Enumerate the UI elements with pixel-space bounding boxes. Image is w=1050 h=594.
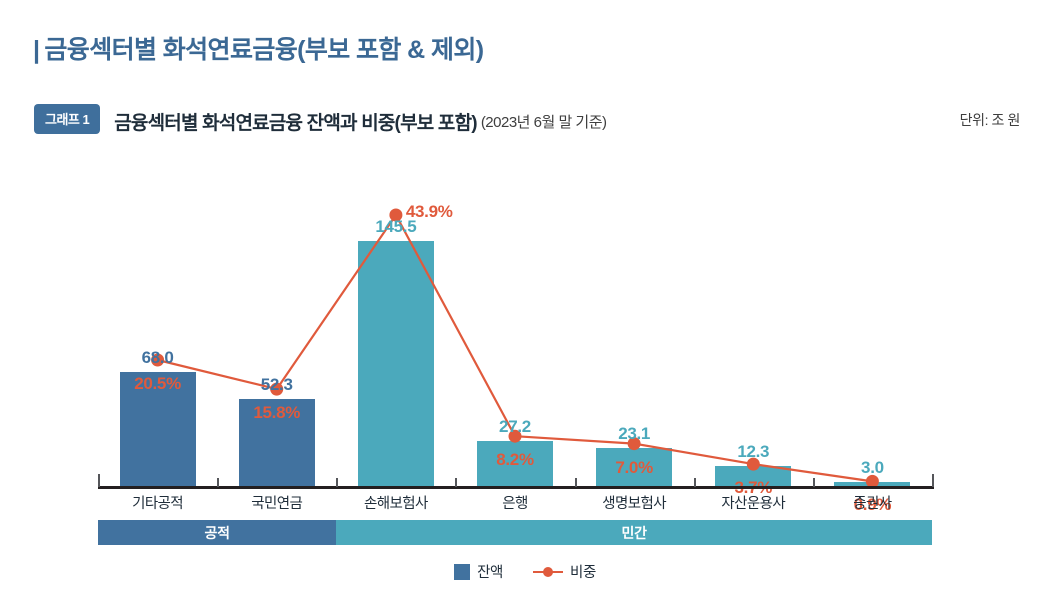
share-value-label: 7.0% — [615, 457, 653, 477]
chart-title-note: (2023년 6월 말 기준) — [480, 113, 607, 131]
axis-tick — [455, 478, 458, 487]
bar-value-label: 68.0 — [141, 348, 174, 368]
share-value-label: 43.9% — [405, 202, 453, 221]
axis-tick — [932, 474, 934, 487]
category-label-국민연금: 국민연금 — [251, 496, 303, 512]
bar-기타공적 — [119, 372, 196, 487]
axis-tick — [98, 474, 100, 487]
axis-tick — [217, 478, 220, 487]
axis-tick — [693, 478, 696, 487]
share-value-label: 0.9% — [853, 495, 892, 515]
share-marker — [627, 437, 641, 451]
chart-title: 금융섹터별 화석연료금융 잔액과 비중(부보 포함) — [114, 112, 477, 134]
axis-tick — [574, 478, 577, 487]
share-marker — [389, 208, 403, 222]
bar-국민연금 — [238, 398, 315, 487]
bar-자산운용사 — [715, 466, 792, 487]
share-line-markers — [151, 208, 879, 488]
legend-label: 잔액 — [477, 565, 503, 581]
page-title: | 금융섹터별 화석연료금융(부보 포함 & 제외) — [33, 30, 484, 66]
share-marker — [270, 382, 284, 396]
category-label-생명보험사: 생명보험사 — [602, 496, 666, 512]
page-title-text: 금융섹터별 화석연료금융(부보 포함 & 제외) — [44, 36, 484, 64]
legend-item-잔액: 잔액 — [454, 561, 503, 582]
title-bar-mark: | — [33, 36, 40, 64]
share-marker — [746, 457, 760, 471]
bar-손해보험사 — [357, 241, 434, 487]
bar-value-label: 52.3 — [260, 374, 293, 394]
chart-plot-area: 68.0 52.3 145.5 27.2 23.1 12.3 3.0 20.5% 15.8% 43… — [98, 150, 932, 514]
chart-legend: 잔액 비중 — [0, 561, 1050, 582]
bar-생명보험사 — [596, 447, 673, 487]
bar-value-label: 12.3 — [737, 442, 770, 462]
category-label-은행: 은행 — [502, 496, 528, 512]
category-label-손해보험사: 손해보험사 — [363, 496, 428, 512]
axis-tick — [336, 478, 339, 487]
group-band-민간: 민간 — [336, 520, 932, 545]
category-label-기타공적: 기타공적 — [132, 496, 184, 512]
bar-value-label: 27.2 — [499, 417, 531, 436]
bar-value-label: 3.0 — [861, 457, 884, 477]
chart-subtitle-row: 그래프 1 금융섹터별 화석연료금융 잔액과 비중(부보 포함) (2023년 6월… — [34, 104, 1028, 134]
share-marker — [151, 353, 165, 367]
unit-label: 단위: 조 원 — [959, 112, 1021, 128]
share-value-label: 20.5% — [134, 373, 181, 393]
category-label-증권사: 증권사 — [853, 496, 892, 512]
share-marker — [865, 474, 879, 488]
share-value-label: 8.2% — [496, 450, 534, 470]
category-label-자산운용사: 자산운용사 — [721, 496, 786, 512]
bar-value-label: 23.1 — [618, 423, 651, 443]
bar-은행 — [477, 441, 553, 487]
share-marker — [508, 429, 522, 443]
legend-label: 비중 — [570, 565, 596, 581]
x-axis-line — [98, 486, 934, 489]
share-line-svg — [151, 208, 879, 488]
legend-square-icon — [454, 563, 471, 580]
graph-number-badge: 그래프 1 — [34, 104, 101, 134]
legend-item-비중: 비중 — [533, 561, 596, 582]
legend-line-marker-icon — [533, 565, 563, 579]
share-value-label: 15.8% — [253, 403, 301, 423]
axis-tick — [812, 478, 815, 487]
bar-value-label: 145.5 — [375, 217, 417, 236]
group-band-공적: 공적 — [98, 520, 337, 545]
